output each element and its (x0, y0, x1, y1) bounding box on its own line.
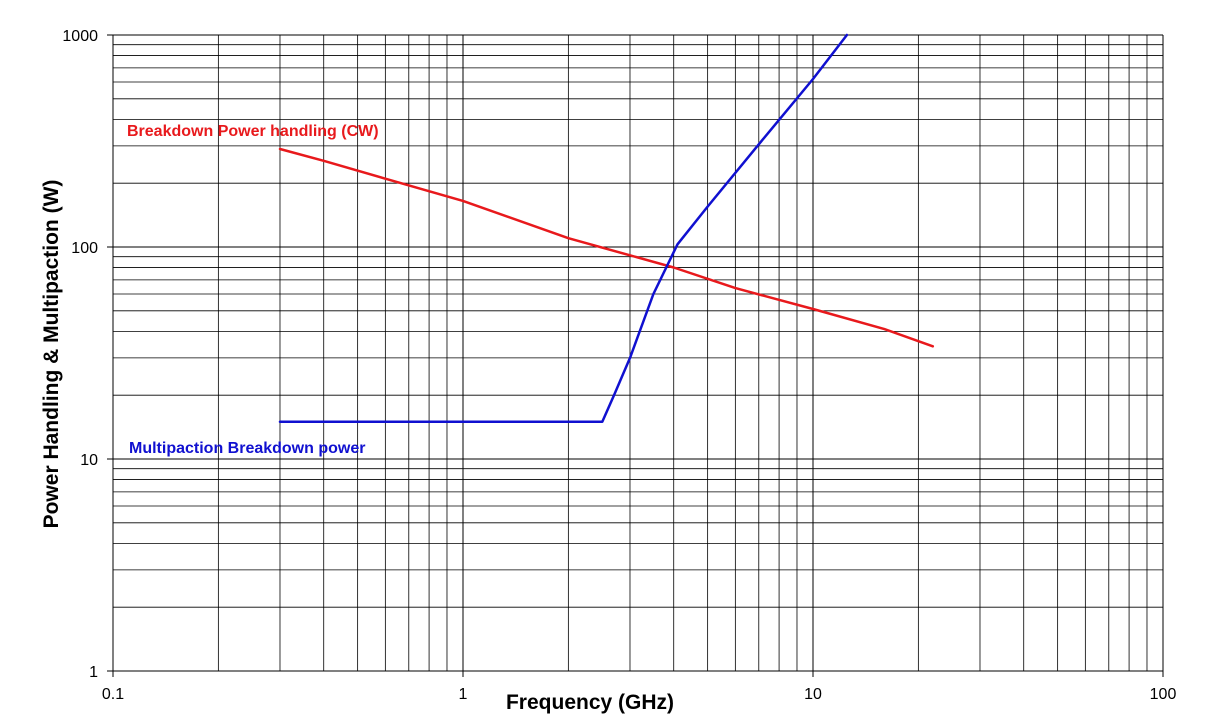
series-label-1: Breakdown Power handling (CW) (127, 123, 379, 140)
gridlines (107, 34, 1164, 677)
x-tick-label: 1 (459, 686, 468, 703)
y-tick-label: 1000 (62, 28, 98, 45)
data-series (278, 33, 935, 423)
series-labels: Breakdown Power handling (CW) Multipactio… (127, 123, 379, 457)
series-label-2: Multipaction Breakdown power (129, 440, 365, 457)
y-tick-label: 10 (80, 452, 98, 469)
x-tick-label: 10 (804, 686, 822, 703)
y-tick-label: 100 (71, 240, 98, 257)
x-axis-title: Frequency (GHz) (506, 691, 674, 714)
series-line-2 (278, 33, 849, 423)
y-tick-label: 1 (89, 664, 98, 681)
series-line-1 (278, 147, 935, 348)
x-tick-label: 100 (1150, 686, 1177, 703)
y-axis-title: Power Handling & Multipaction (W) (40, 180, 63, 529)
x-tick-label: 0.1 (102, 686, 124, 703)
